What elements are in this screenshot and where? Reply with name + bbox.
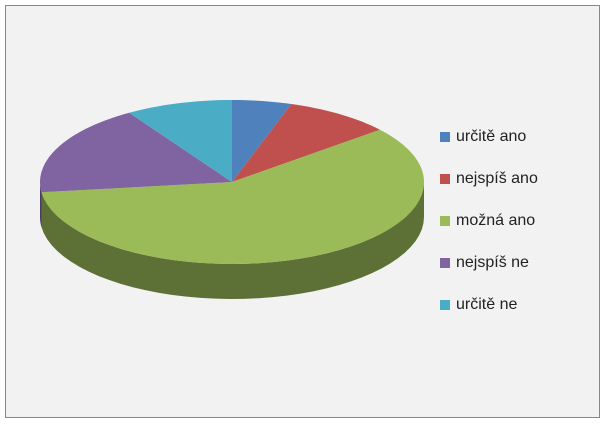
- pie-slice: [232, 100, 292, 182]
- legend-label: určitě ano: [456, 128, 526, 145]
- legend-label: možná ano: [456, 212, 535, 229]
- pie-side: [41, 182, 424, 299]
- pie-side: [40, 182, 42, 228]
- legend-swatch: [440, 300, 450, 310]
- pie-slice: [232, 104, 380, 182]
- pie-slice: [40, 112, 232, 193]
- legend-label: nejspíš ano: [456, 170, 538, 187]
- legend-swatch: [440, 174, 450, 184]
- pie-slice: [129, 100, 232, 182]
- legend-label: nejspíš ne: [456, 254, 529, 271]
- legend: určitě ano nejspíš ano možná ano nejspíš ne…: [440, 128, 538, 313]
- legend-swatch: [440, 258, 450, 268]
- pie-slice: [41, 129, 424, 264]
- pie: [40, 100, 424, 299]
- legend-swatch: [440, 216, 450, 226]
- legend-swatch: [440, 132, 450, 142]
- legend-label: určitě ne: [456, 296, 517, 313]
